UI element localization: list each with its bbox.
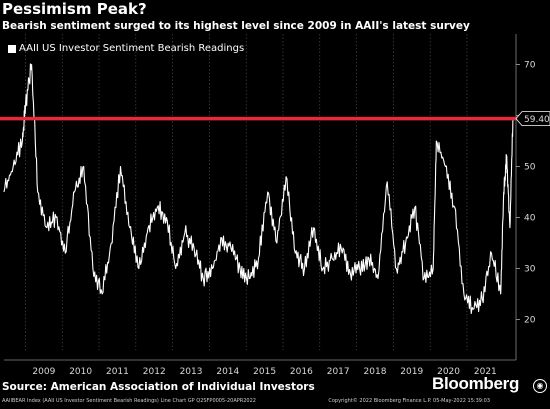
x-tick-label: 2011 — [106, 367, 129, 377]
x-tick-label: 2020 — [437, 367, 460, 377]
bloomberg-logo: Bloomberg — [432, 374, 520, 393]
legend-swatch — [8, 44, 16, 53]
x-tick-label: 2016 — [290, 367, 313, 377]
y-tick-label: 20 — [524, 315, 536, 325]
source-note: Source: American Association of Individu… — [2, 381, 315, 393]
x-tick-label: 2015 — [253, 367, 276, 377]
legend-label: AAII US Investor Sentiment Bearish Readi… — [19, 43, 245, 54]
x-tick-label: 2021 — [474, 367, 497, 377]
y-tick-label: 70 — [524, 61, 536, 71]
x-tick-label: 2017 — [327, 367, 350, 377]
chart-subtitle: Bearish sentiment surged to its highest … — [2, 20, 470, 32]
peak-value-tag — [515, 111, 550, 127]
x-tick-label: 2019 — [400, 367, 423, 377]
terminal-icon: ◉ — [533, 379, 547, 393]
x-tick-label: 2013 — [180, 367, 203, 377]
y-tick-label: 50 — [524, 163, 536, 173]
chart-title: Pessimism Peak? — [2, 0, 147, 18]
x-tick-label: 2012 — [143, 367, 166, 377]
x-tick-label: 2010 — [69, 367, 92, 377]
x-tick-label: 2009 — [32, 367, 55, 377]
x-tick-label: 2018 — [364, 367, 387, 377]
y-tick-label: 30 — [524, 264, 536, 274]
footer-copyright: Copyright© 2022 Bloomberg Finance L.P. 0… — [328, 398, 490, 404]
x-tick-label: 2014 — [216, 367, 239, 377]
chart-legend: AAII US Investor Sentiment Bearish Readi… — [8, 43, 244, 54]
footer-info: AAIIBEAR Index (AAII US Investor Sentime… — [2, 398, 256, 404]
y-tick-label: 40 — [524, 213, 536, 223]
peak-value-label: 59.40 — [524, 115, 550, 125]
bearish-series-line — [3, 63, 514, 315]
